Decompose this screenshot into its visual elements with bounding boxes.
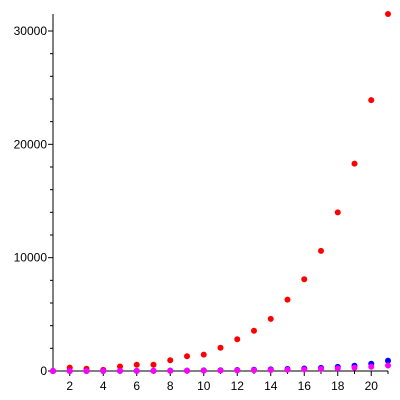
data-point (351, 364, 358, 371)
data-point (150, 367, 157, 374)
data-point (133, 361, 140, 368)
data-point (200, 367, 207, 374)
x-tick-label: 18 (331, 379, 345, 393)
data-point (167, 367, 174, 374)
data-point (368, 97, 375, 104)
data-point (334, 209, 341, 216)
data-point (167, 357, 174, 364)
data-marks (50, 11, 391, 374)
data-point (351, 160, 358, 167)
x-tick-label: 2 (66, 379, 73, 393)
x-tick-label: 16 (298, 379, 312, 393)
data-point (385, 357, 391, 364)
data-point (100, 367, 107, 374)
data-point (200, 351, 207, 358)
data-point (385, 362, 391, 369)
series-0 (50, 11, 391, 374)
y-tick-label: 0 (40, 364, 47, 378)
data-point (251, 367, 257, 374)
data-point (50, 368, 56, 374)
axes: 2 4 6 8 10 12 14 16 18 20 0 10000 20000 30000 (14, 14, 389, 393)
data-point (234, 367, 241, 374)
data-point (267, 315, 274, 322)
data-point (83, 367, 90, 374)
series-2 (50, 362, 391, 374)
data-point (318, 247, 324, 254)
data-point (117, 363, 123, 370)
data-point (234, 336, 241, 343)
data-point (385, 11, 391, 17)
data-point (368, 363, 375, 370)
x-tick-label: 8 (167, 379, 174, 393)
data-point (66, 367, 73, 374)
x-tick-label: 10 (197, 379, 211, 393)
data-point (334, 365, 341, 372)
data-point (217, 367, 224, 374)
x-tick-label: 20 (365, 379, 379, 393)
x-tick-label: 12 (231, 379, 245, 393)
data-point (184, 353, 190, 360)
x-tick-label: 4 (100, 379, 107, 393)
data-point (301, 276, 308, 283)
data-point (318, 365, 324, 372)
data-point (217, 344, 224, 351)
data-point (133, 367, 140, 374)
x-tick-label: 6 (133, 379, 140, 393)
data-point (301, 366, 308, 373)
data-point (117, 367, 123, 374)
data-point (150, 361, 157, 368)
data-point (284, 366, 291, 373)
y-tick-label: 20000 (14, 137, 48, 151)
data-point (184, 367, 190, 374)
y-tick-label: 30000 (14, 24, 48, 38)
x-tick-label: 14 (264, 379, 278, 393)
data-point (251, 327, 257, 334)
data-point (267, 366, 274, 373)
data-point (284, 296, 291, 303)
y-tick-label: 10000 (14, 251, 48, 265)
